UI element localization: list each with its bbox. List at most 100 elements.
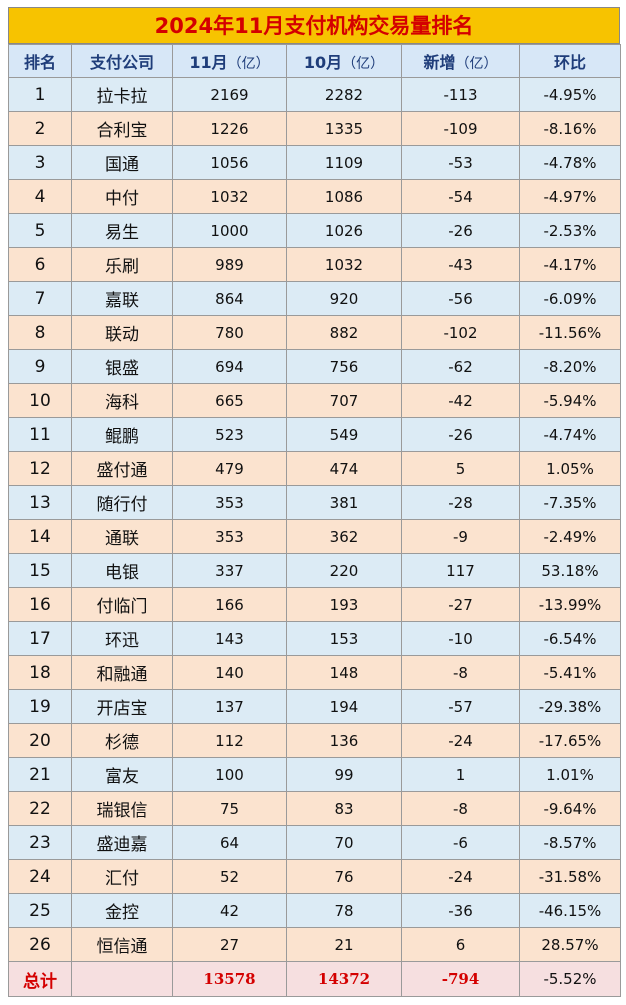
cell-delta: -26	[401, 417, 520, 452]
cell-delta: -57	[401, 689, 520, 724]
cell-mom: -5.94%	[519, 383, 621, 418]
cell-nov: 112	[172, 723, 287, 758]
cell-mom: -46.15%	[519, 893, 621, 928]
cell-nov: 75	[172, 791, 287, 826]
cell-oct: 1109	[286, 145, 402, 180]
cell-company: 环迅	[71, 621, 173, 656]
cell-delta: -102	[401, 315, 520, 350]
cell-delta: -24	[401, 859, 520, 894]
cell-rank: 3	[8, 145, 72, 180]
cell-rank: 18	[8, 655, 72, 690]
cell-oct: 381	[286, 485, 402, 520]
cell-oct: 1086	[286, 179, 402, 214]
cell-company: 合利宝	[71, 111, 173, 146]
cell-oct: 707	[286, 383, 402, 418]
cell-delta: -24	[401, 723, 520, 758]
cell-mom: -6.54%	[519, 621, 621, 656]
cell-oct: 99	[286, 757, 402, 792]
table-row: 10 海科 665 707 -42 -5.94%	[8, 383, 621, 418]
cell-company: 银盛	[71, 349, 173, 384]
cell-rank: 15	[8, 553, 72, 588]
table-row: 11 鲲鹏 523 549 -26 -4.74%	[8, 417, 621, 452]
cell-company: 鲲鹏	[71, 417, 173, 452]
cell-nov: 42	[172, 893, 287, 928]
cell-oct: 193	[286, 587, 402, 622]
cell-oct: 882	[286, 315, 402, 350]
cell-mom: -4.74%	[519, 417, 621, 452]
table-row: 8 联动 780 882 -102 -11.56%	[8, 315, 621, 350]
cell-oct: 21	[286, 927, 402, 962]
table-row: 19 开店宝 137 194 -57 -29.38%	[8, 689, 621, 724]
cell-nov: 2169	[172, 77, 287, 112]
cell-company: 联动	[71, 315, 173, 350]
cell-oct: 194	[286, 689, 402, 724]
header-row: 排名 支付公司 11月（亿） 10月（亿） 新增（亿） 环比	[8, 44, 621, 78]
cell-company: 和融通	[71, 655, 173, 690]
cell-delta: -43	[401, 247, 520, 282]
cell-rank: 25	[8, 893, 72, 928]
cell-company: 嘉联	[71, 281, 173, 316]
table-row: 23 盛迪嘉 64 70 -6 -8.57%	[8, 825, 621, 860]
cell-oct: 153	[286, 621, 402, 656]
cell-delta: -53	[401, 145, 520, 180]
total-label: 总计	[8, 961, 72, 997]
total-delta: -794	[401, 961, 520, 997]
cell-company: 恒信通	[71, 927, 173, 962]
table-row: 25 金控 42 78 -36 -46.15%	[8, 893, 621, 928]
cell-rank: 12	[8, 451, 72, 486]
cell-rank: 6	[8, 247, 72, 282]
cell-nov: 166	[172, 587, 287, 622]
cell-delta: -10	[401, 621, 520, 656]
cell-nov: 140	[172, 655, 287, 690]
table-row: 7 嘉联 864 920 -56 -6.09%	[8, 281, 621, 316]
cell-company: 杉德	[71, 723, 173, 758]
cell-nov: 989	[172, 247, 287, 282]
table-row: 22 瑞银信 75 83 -8 -9.64%	[8, 791, 621, 826]
cell-mom: -2.53%	[519, 213, 621, 248]
cell-delta: 1	[401, 757, 520, 792]
cell-company: 国通	[71, 145, 173, 180]
table-body: 1 拉卡拉 2169 2282 -113 -4.95% 2 合利宝 1226 1335 -109 -8…	[8, 77, 621, 997]
cell-rank: 26	[8, 927, 72, 962]
cell-mom: -8.16%	[519, 111, 621, 146]
cell-nov: 665	[172, 383, 287, 418]
cell-mom: -4.78%	[519, 145, 621, 180]
cell-rank: 9	[8, 349, 72, 384]
table-row: 17 环迅 143 153 -10 -6.54%	[8, 621, 621, 656]
cell-oct: 474	[286, 451, 402, 486]
cell-rank: 24	[8, 859, 72, 894]
cell-mom: 28.57%	[519, 927, 621, 962]
cell-delta: -113	[401, 77, 520, 112]
cell-rank: 1	[8, 77, 72, 112]
table-row: 3 国通 1056 1109 -53 -4.78%	[8, 145, 621, 180]
table-row: 2 合利宝 1226 1335 -109 -8.16%	[8, 111, 621, 146]
table-title: 2024年11月支付机构交易量排名	[8, 7, 620, 44]
cell-rank: 23	[8, 825, 72, 860]
table-row: 15 电银 337 220 117 53.18%	[8, 553, 621, 588]
cell-nov: 1226	[172, 111, 287, 146]
cell-mom: 53.18%	[519, 553, 621, 588]
cell-nov: 27	[172, 927, 287, 962]
total-company	[71, 961, 173, 997]
cell-oct: 1026	[286, 213, 402, 248]
cell-delta: -109	[401, 111, 520, 146]
cell-mom: 1.01%	[519, 757, 621, 792]
cell-oct: 78	[286, 893, 402, 928]
cell-delta: -26	[401, 213, 520, 248]
cell-mom: -4.95%	[519, 77, 621, 112]
cell-nov: 52	[172, 859, 287, 894]
cell-delta: 5	[401, 451, 520, 486]
cell-nov: 143	[172, 621, 287, 656]
cell-rank: 11	[8, 417, 72, 452]
cell-company: 富友	[71, 757, 173, 792]
cell-rank: 19	[8, 689, 72, 724]
cell-company: 中付	[71, 179, 173, 214]
cell-delta: 6	[401, 927, 520, 962]
cell-oct: 220	[286, 553, 402, 588]
cell-company: 拉卡拉	[71, 77, 173, 112]
cell-nov: 1032	[172, 179, 287, 214]
header-nov: 11月（亿）	[172, 44, 287, 78]
cell-rank: 13	[8, 485, 72, 520]
cell-company: 海科	[71, 383, 173, 418]
table-row: 21 富友 100 99 1 1.01%	[8, 757, 621, 792]
